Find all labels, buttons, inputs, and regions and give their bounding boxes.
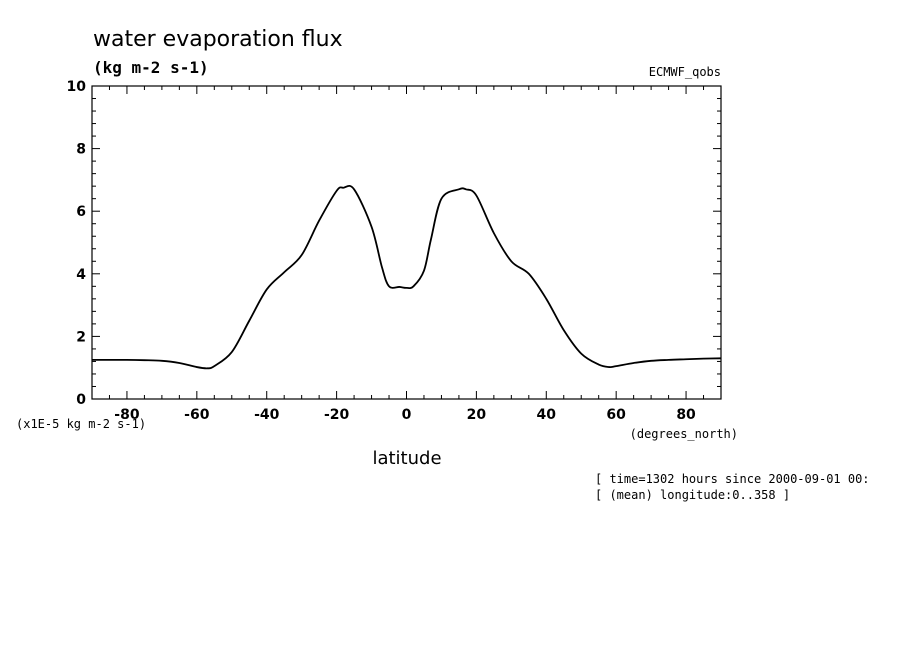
axis-ticks <box>91 85 722 400</box>
units-label: (kg m-2 s-1) <box>93 58 209 77</box>
x-tick-label: -80 <box>114 407 140 423</box>
x-tick-label: -60 <box>184 407 210 423</box>
x-tick-labels: -80 -60 -40 -20 0 20 40 60 80 <box>114 407 696 423</box>
y-scale-label: (x1E-5 kg m-2 s-1) <box>16 417 146 431</box>
series-line <box>92 184 722 370</box>
y-tick-labels: 0 2 4 6 8 10 <box>67 79 87 408</box>
x-tick-label: 20 <box>467 407 487 423</box>
y-tick-label: 6 <box>76 204 86 220</box>
longitude-annotation: [ (mean) longitude:0..358 ] <box>595 488 790 502</box>
x-tick-label: 40 <box>537 407 557 423</box>
x-tick-label: -40 <box>254 407 280 423</box>
y-tick-label: 4 <box>76 267 86 283</box>
y-tick-label: 2 <box>76 329 86 345</box>
y-tick-label: 10 <box>67 79 87 95</box>
x-tick-label: 0 <box>402 407 412 423</box>
dataset-label: ECMWF_qobs <box>649 65 721 79</box>
y-tick-label: 0 <box>76 392 86 408</box>
x-tick-label: -20 <box>324 407 350 423</box>
y-tick-label: 8 <box>76 142 86 158</box>
x-axis-label: latitude <box>372 448 441 469</box>
plot-frame <box>91 85 722 400</box>
x-tick-label: 60 <box>606 407 626 423</box>
x-tick-label: 80 <box>676 407 696 423</box>
x-units-label: (degrees_north) <box>630 427 738 441</box>
chart-title: water evaporation flux <box>93 27 343 52</box>
time-annotation: [ time=1302 hours since 2000-09-01 00: <box>595 472 870 486</box>
